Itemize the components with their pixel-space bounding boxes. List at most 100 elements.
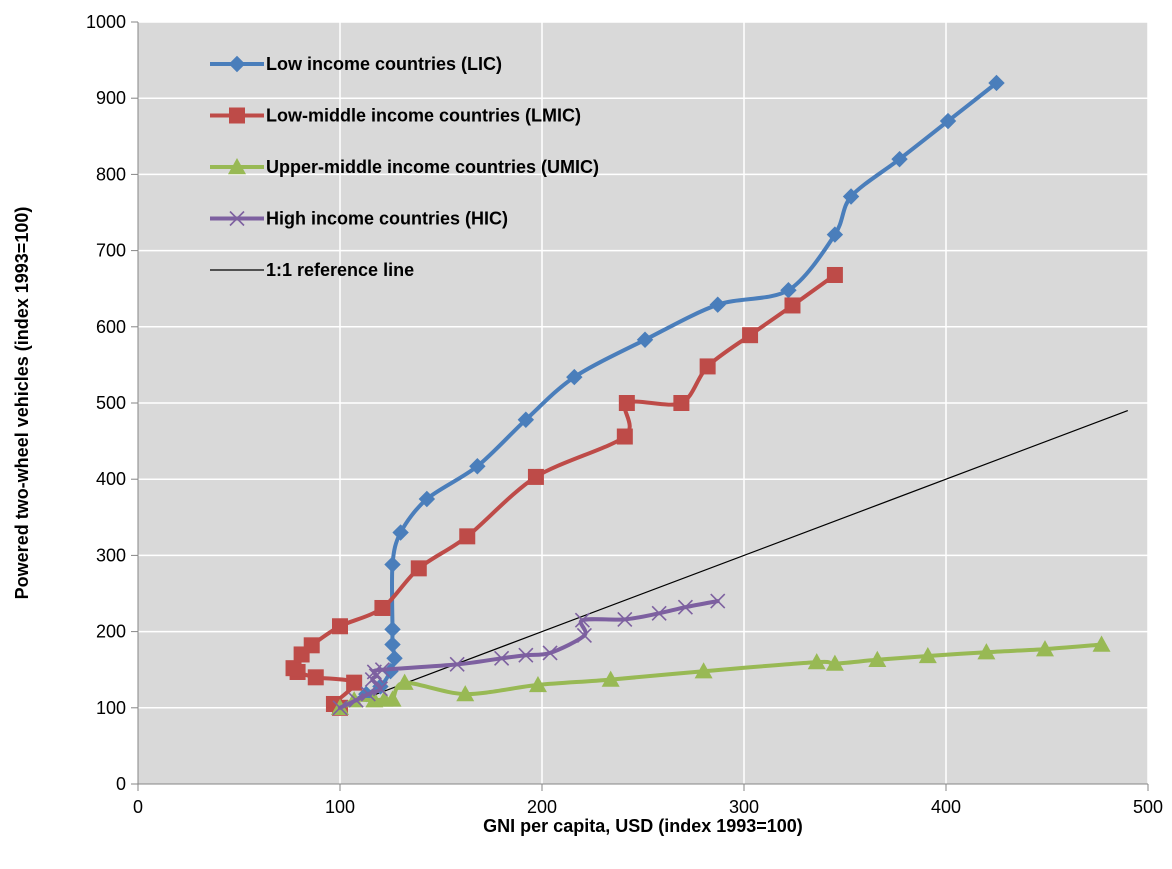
data-point: [576, 627, 592, 643]
x-tick-label: 400: [931, 797, 961, 817]
data-point: [392, 524, 409, 541]
data-point: [918, 646, 937, 664]
data-point: [374, 662, 390, 678]
data-point: [374, 599, 391, 616]
data-point: [673, 395, 690, 411]
grid-lines: [138, 21, 1149, 784]
data-point: [868, 650, 887, 667]
legend-label: Low-middle income countries (LMIC): [266, 106, 581, 126]
data-point: [459, 528, 476, 545]
series-5: [339, 410, 1129, 709]
data-point: [469, 458, 486, 475]
data-point: [348, 692, 364, 708]
legend-item-3: Upper-middle income countries (UMIC): [210, 157, 599, 177]
data-point: [386, 650, 403, 667]
legend-label: Upper-middle income countries (UMIC): [266, 157, 599, 177]
marker-stroke: [576, 627, 592, 643]
data-point: [784, 297, 801, 314]
y-tick-label: 400: [96, 469, 126, 489]
y-tick-label: 600: [96, 317, 126, 337]
data-point: [651, 605, 667, 621]
data-point: [542, 645, 558, 661]
marker-stroke: [332, 700, 348, 716]
data-point: [891, 150, 908, 168]
y-tick-label: 200: [96, 622, 126, 642]
data-point: [395, 673, 414, 690]
legend-marker: [229, 107, 245, 124]
x-tick-label: 500: [1133, 797, 1163, 817]
data-point: [709, 296, 726, 313]
data-point: [977, 643, 996, 660]
data-point: [527, 468, 544, 485]
data-point: [346, 674, 363, 691]
marker-stroke: [360, 686, 376, 702]
data-point: [826, 266, 843, 283]
legend-label: Low income countries (LIC): [266, 54, 502, 74]
data-point: [1092, 635, 1111, 652]
y-tick-label: 900: [96, 88, 126, 108]
data-point: [694, 662, 713, 679]
data-point: [826, 226, 844, 243]
y-tick-label: 700: [96, 241, 126, 261]
data-point: [842, 188, 860, 205]
data-point: [574, 612, 590, 628]
y-axis-title: Powered two-wheel vehicles (index 1993=1…: [12, 207, 32, 600]
data-point: [456, 685, 475, 702]
series-4: [332, 593, 726, 716]
data-point: [601, 670, 620, 687]
data-point: [710, 593, 726, 609]
data-point: [742, 327, 759, 344]
legend-marker: [228, 158, 246, 175]
legend-item-1: Low income countries (LIC): [210, 54, 502, 74]
reference-line: [339, 410, 1129, 709]
x-axis-title: GNI per capita, USD (index 1993=100): [483, 816, 803, 836]
data-point: [825, 654, 844, 671]
data-point: [677, 599, 693, 615]
y-tick-label: 800: [96, 164, 126, 184]
data-point: [383, 690, 402, 707]
marker-stroke: [710, 593, 726, 609]
data-point: [410, 560, 427, 577]
data-point: [517, 411, 535, 428]
marker-stroke: [651, 605, 667, 621]
marker-stroke: [542, 645, 558, 661]
y-tick-label: 500: [96, 393, 126, 413]
data-point: [566, 368, 583, 386]
marker-stroke: [374, 662, 390, 678]
data-point: [528, 675, 547, 693]
legend-item-4: High income countries (HIC): [210, 209, 508, 229]
marker-stroke: [348, 692, 364, 708]
data-point: [988, 74, 1005, 92]
y-tick-label: 300: [96, 545, 126, 565]
legend-label: 1:1 reference line: [266, 260, 414, 280]
marker-stroke: [518, 647, 534, 663]
data-point: [939, 112, 957, 130]
data-point: [636, 331, 654, 348]
data-point: [332, 700, 348, 716]
marker-stroke: [574, 612, 590, 628]
marker-stroke: [372, 681, 388, 697]
x-tick-label: 200: [527, 797, 557, 817]
legend-label: High income countries (HIC): [266, 209, 508, 229]
marker-stroke: [677, 599, 693, 615]
y-tick-label: 100: [96, 698, 126, 718]
data-point: [618, 395, 635, 411]
y-tick-label: 0: [116, 774, 126, 794]
marker-stroke: [494, 650, 510, 666]
marker-stroke: [617, 611, 633, 627]
data-point: [360, 686, 376, 702]
legend-item-5: 1:1 reference line: [210, 260, 414, 280]
data-point: [518, 647, 534, 663]
data-point: [384, 556, 401, 573]
marker-stroke: [229, 210, 245, 227]
data-point: [494, 650, 510, 666]
legend-item-2: Low-middle income countries (LMIC): [210, 106, 581, 126]
data-point: [1035, 640, 1054, 657]
data-point: [418, 490, 436, 508]
data-point: [384, 636, 401, 653]
series-lines: [285, 74, 1129, 717]
data-point: [617, 611, 633, 627]
marker-stroke: [449, 656, 465, 672]
legend: Low income countries (LIC) Low-middle inc…: [210, 54, 599, 280]
